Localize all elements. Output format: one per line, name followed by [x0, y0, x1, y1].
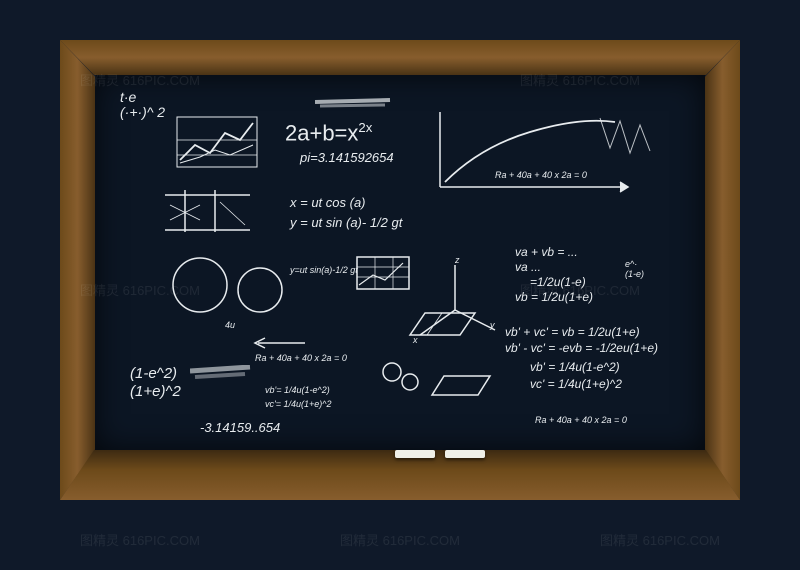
- blackboard-surface: t·e(·+·)^ 2 2a+b=x2x pi=3.141592654: [95, 75, 705, 450]
- watermark-text: 图精灵 616PIC.COM: [80, 530, 200, 549]
- chalk-piece-2: [445, 450, 485, 458]
- chalk-smudge-left: [190, 365, 260, 385]
- small-grid-sketch: [355, 255, 415, 295]
- frame-right-edge: [705, 40, 740, 500]
- vc-prime: vc' = 1/4u(1+e)^2: [530, 377, 622, 391]
- chalk-piece-1: [395, 450, 435, 458]
- neg-pi: -3.14159..654: [200, 420, 280, 435]
- frame-top-edge: [60, 40, 740, 75]
- small-y-eq: y=ut sin(a)-1/2 gt: [290, 265, 358, 275]
- vb-12-eq: vb = 1/2u(1+e): [515, 290, 593, 304]
- frame-left-edge: [60, 40, 95, 500]
- proj-x-eq: x = ut cos (a): [290, 195, 366, 210]
- fraction-right: e^·(1-e): [625, 260, 644, 280]
- watermark-text: 图精灵 616PIC.COM: [600, 530, 720, 549]
- scribble-right: [595, 113, 655, 163]
- circle-large: [170, 255, 235, 320]
- vb-vc-line2: vb' - vc' = -evb = -1/2eu(1+e): [505, 341, 658, 355]
- proj-y-eq: y = ut sin (a)- 1/2 gt: [290, 215, 402, 230]
- axis-z-label: z: [455, 255, 460, 265]
- vb-vc-line1: vb' + vc' = vb = 1/2u(1+e): [505, 325, 640, 339]
- vb-prime: vb' = 1/4u(1-e^2): [530, 360, 620, 374]
- main-eq-text: 2a+b=x: [285, 120, 358, 145]
- pi-value: pi=3.141592654: [300, 150, 394, 165]
- vb-14-eq: vb'= 1/4u(1-e^2): [265, 385, 330, 395]
- arrow-left-icon: [250, 335, 310, 355]
- ra-eq-mid: Ra + 40a + 40 x 2a = 0: [255, 353, 347, 363]
- circle-medium: [235, 265, 290, 320]
- main-eq-sup: 2x: [358, 120, 372, 135]
- watermark-text: 图精灵 616PIC.COM: [340, 530, 460, 549]
- line-chart-sketch: [175, 115, 265, 175]
- scribble-top-left: t·e(·+·)^ 2: [120, 90, 165, 121]
- parallelogram-1: [395, 305, 485, 350]
- ra-eq-bottom: Ra + 40a + 40 x 2a = 0: [535, 415, 627, 425]
- vc-14-eq: vc'= 1/4u(1+e)^2: [265, 399, 331, 409]
- va-vb-eq: va + vb = ...: [515, 245, 578, 259]
- blackboard-frame: t·e(·+·)^ 2 2a+b=x2x pi=3.141592654: [60, 40, 740, 500]
- axis-y-label: y: [490, 320, 495, 330]
- chalk-smudge-top: [315, 97, 395, 112]
- main-equation: 2a+b=x2x: [285, 120, 372, 146]
- parallelogram-2: [420, 370, 500, 405]
- va2-eq: va ...: [515, 260, 541, 274]
- circle-label-4u: 4u: [225, 320, 235, 330]
- curve-eq: Ra + 40a + 40 x 2a = 0: [495, 170, 587, 180]
- wire-boxes-sketch: [165, 190, 255, 235]
- fraction-left: (1-e^2)(1+e)^2: [130, 365, 181, 401]
- half-u-eq: =1/2u(1-e): [530, 275, 586, 289]
